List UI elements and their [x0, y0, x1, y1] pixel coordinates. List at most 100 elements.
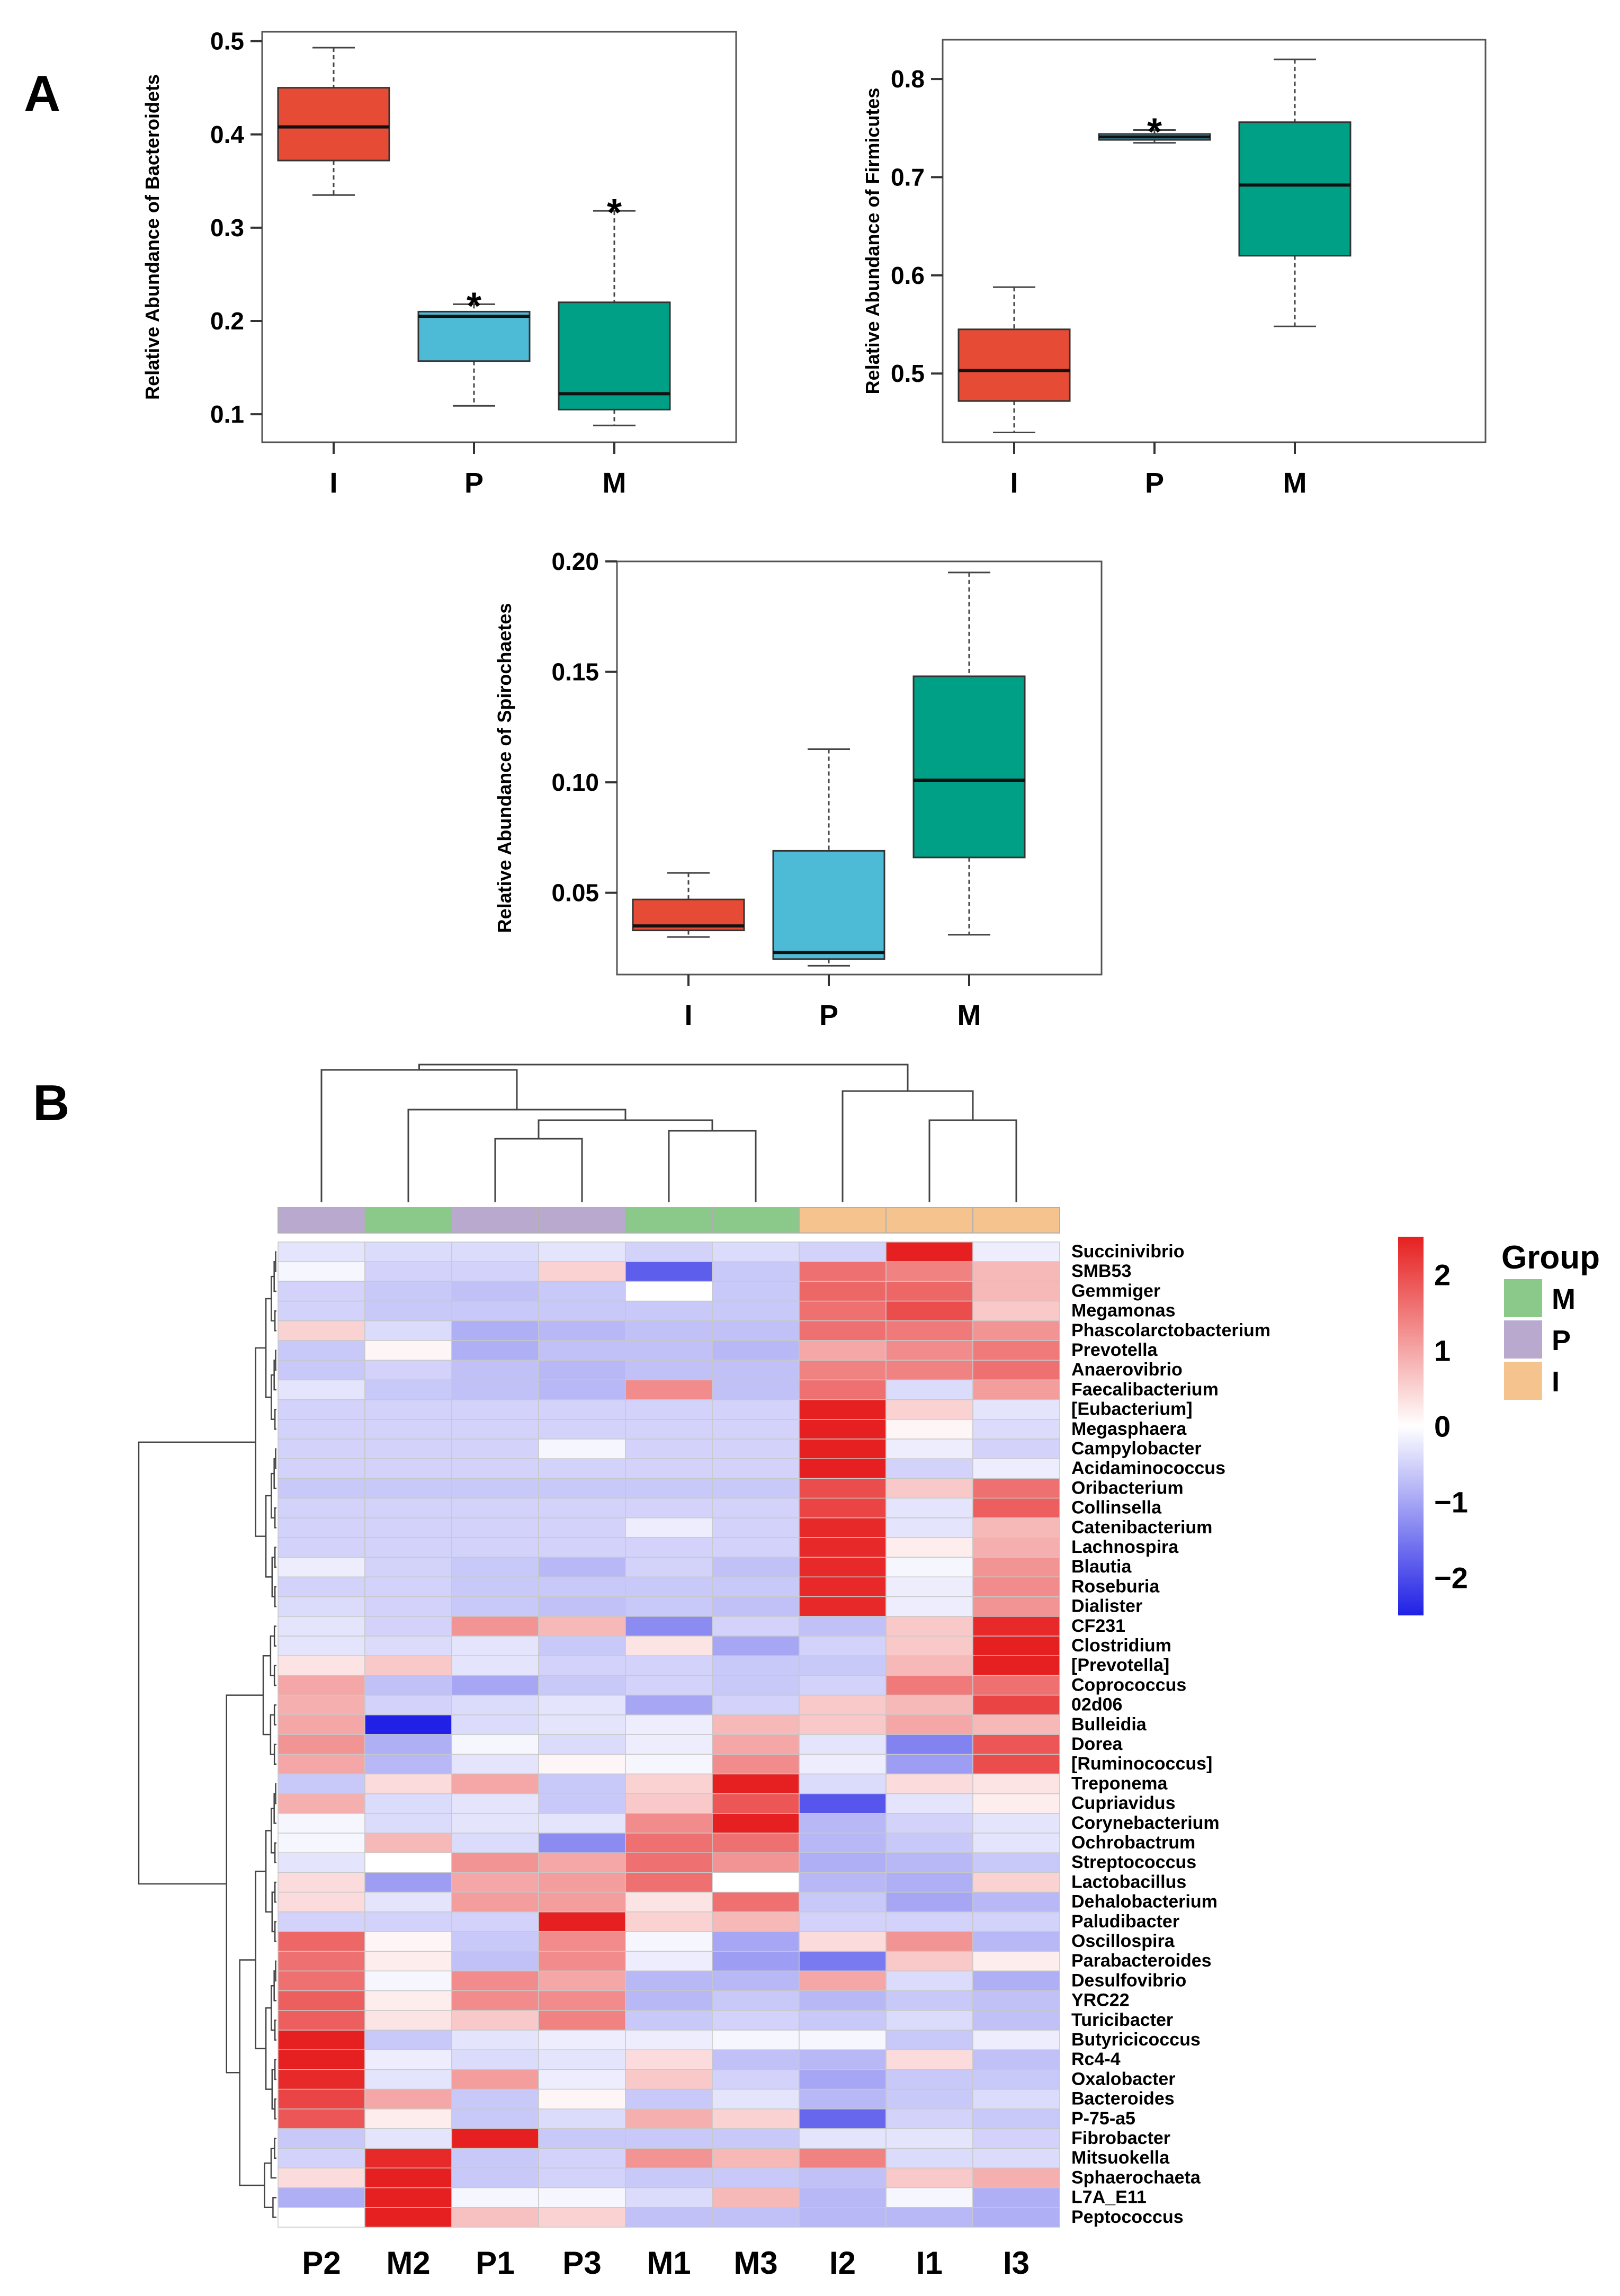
box-I	[277, 87, 390, 162]
heatmap-cell	[538, 2049, 626, 2070]
heatmap-cell	[885, 1675, 973, 1696]
heatmap-cell	[972, 1734, 1060, 1755]
row-label: Roseburia	[1071, 1576, 1160, 1596]
column-dendrogram-branch	[538, 1119, 713, 1139]
row-dendrogram-branch	[262, 1655, 271, 1736]
heatmap-cell	[712, 1773, 800, 1794]
heatmap-cell	[972, 2109, 1060, 2129]
heatmap-cell	[451, 1576, 539, 1597]
heatmap-cell	[972, 1694, 1060, 1716]
heatmap-cell	[451, 1340, 539, 1361]
row-label: Succinivibrio	[1071, 1241, 1185, 1262]
heatmap-cell	[972, 1241, 1060, 1262]
heatmap-cell	[538, 2010, 626, 2031]
heatmap-cell	[625, 1478, 713, 1499]
heatmap-cell	[538, 1813, 626, 1834]
row-label: 02d06	[1071, 1695, 1122, 1715]
heatmap-cell	[538, 1576, 626, 1597]
heatmap-cell	[538, 2088, 626, 2110]
heatmap-cell	[799, 1970, 887, 1991]
heatmap-cell	[625, 1379, 713, 1400]
row-label: Anaerovibrio	[1071, 1360, 1183, 1380]
heatmap-cell	[278, 1636, 365, 1656]
y-axis-title: Relative Abundance of Firmicutes	[862, 88, 883, 395]
row-label: Coprococcus	[1071, 1675, 1186, 1695]
heatmap-cell	[538, 1990, 626, 2011]
heatmap-cell	[278, 1655, 365, 1676]
column-dendrogram-branch	[928, 1119, 1017, 1202]
heatmap-cell	[278, 2069, 365, 2090]
heatmap-cell	[885, 2049, 973, 2070]
heatmap-cell	[538, 1872, 626, 1893]
heatmap-cell	[364, 1616, 452, 1637]
heatmap-cell	[972, 1261, 1060, 1282]
row-label: Desulfovibrio	[1071, 1970, 1186, 1990]
heatmap-cell	[625, 1557, 713, 1578]
heatmap-cell	[278, 1497, 365, 1518]
heatmap-cell	[972, 1990, 1060, 2011]
heatmap-cell	[451, 2109, 539, 2129]
heatmap-cell	[451, 1891, 539, 1913]
heatmap-cell	[451, 1419, 539, 1440]
heatmap-cell	[451, 2148, 539, 2169]
heatmap-cell	[538, 1694, 626, 1716]
heatmap-cell	[885, 1557, 973, 1578]
heatmap-cell	[625, 1734, 713, 1755]
x-category-label: I	[1010, 467, 1018, 499]
heatmap-cell	[799, 2167, 887, 2188]
heatmap-cell	[972, 1497, 1060, 1518]
heatmap-cell	[799, 1891, 887, 1913]
heatmap-cell	[625, 2148, 713, 2169]
heatmap-cell	[885, 1360, 973, 1381]
heatmap-cell	[972, 1281, 1060, 1302]
heatmap-cell	[712, 1833, 800, 1853]
column-dendrogram-branch	[668, 1130, 757, 1202]
heatmap-cell	[451, 1773, 539, 1794]
x-category-label: P	[464, 467, 484, 499]
heatmap-cell	[451, 1793, 539, 1814]
heatmap-cell	[972, 1852, 1060, 1873]
row-label: Acidaminococcus	[1071, 1458, 1225, 1478]
heatmap-cell	[885, 1970, 973, 1991]
group-annotation-P3	[538, 1207, 626, 1234]
heatmap-cell	[451, 1990, 539, 2011]
heatmap-cell	[972, 1458, 1060, 1479]
x-category-label: M	[957, 999, 981, 1031]
row-dendrogram-branch	[271, 1985, 275, 2031]
heatmap-cell	[885, 1399, 973, 1420]
heatmap-cell	[364, 1281, 452, 1302]
heatmap-cell	[712, 1734, 800, 1755]
row-dendrogram-branch	[274, 1921, 276, 1942]
heatmap-cell	[451, 1833, 539, 1853]
heatmap-cell	[799, 1813, 887, 1834]
heatmap-cell	[712, 1517, 800, 1538]
heatmap-cell	[885, 1734, 973, 1755]
heatmap-cell	[712, 1872, 800, 1893]
row-dendrogram-branch	[274, 1547, 276, 1568]
heatmap-cell	[364, 2030, 452, 2050]
row-dendrogram-branch	[273, 1665, 276, 1686]
heatmap-cell	[972, 1891, 1060, 1913]
heatmap-cell	[885, 1813, 973, 1834]
row-label: Dialister	[1071, 1596, 1142, 1616]
heatmap-cell	[625, 1636, 713, 1656]
heatmap-cell	[364, 2049, 452, 2070]
heatmap-cell	[625, 1399, 713, 1420]
heatmap-cell	[364, 1320, 452, 1341]
heatmap-cell	[625, 1537, 713, 1558]
heatmap-cell	[799, 1852, 887, 1873]
heatmap-cell	[712, 1439, 800, 1459]
heatmap-cell	[451, 1241, 539, 1262]
row-dendrogram-branch	[226, 1694, 264, 2074]
heatmap-cell	[451, 1261, 539, 1282]
heatmap-cell	[972, 1419, 1060, 1440]
row-label: YRC22	[1071, 1990, 1130, 2011]
heatmap-cell	[972, 2088, 1060, 2110]
row-label: Peptococcus	[1071, 2207, 1184, 2227]
column-label: I1	[916, 2245, 943, 2281]
heatmap-cell	[538, 1891, 626, 1913]
heatmap-cell	[799, 1694, 887, 1716]
heatmap-cell	[885, 2088, 973, 2110]
row-dendrogram-branch	[274, 2020, 276, 2041]
heatmap-cell	[278, 1675, 365, 1696]
